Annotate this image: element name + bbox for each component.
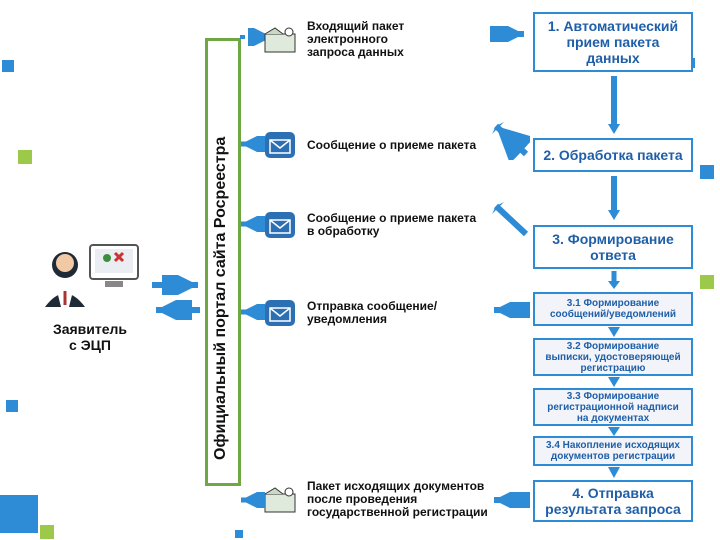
- box-4: 4. Отправка результата запроса: [533, 480, 693, 522]
- box-2: 2. Обработка пакета: [533, 138, 693, 172]
- arrow-left: [490, 302, 530, 318]
- box-1: 1. Автоматический прием пакета данных: [533, 12, 693, 72]
- decor-square: [18, 150, 32, 164]
- arrow-down: [605, 377, 623, 389]
- arrow-left: [237, 304, 265, 320]
- row-text: Сообщение о приеме пакета: [307, 138, 476, 152]
- decor-square: [2, 60, 14, 72]
- arrow-right: [150, 275, 205, 295]
- subbox-33: 3.3 Формирование регистрационной надписи…: [533, 388, 693, 426]
- applicant-block: Заявитель с ЭЦП: [30, 235, 150, 353]
- row-text: Пакет исходящих документов после проведе…: [307, 480, 488, 520]
- arrow-left: [237, 136, 265, 152]
- arrow-left: [490, 492, 530, 508]
- arrow-down: [605, 427, 623, 437]
- box-3: 3. Формирование ответа: [533, 225, 693, 269]
- folder-icon: [263, 486, 297, 514]
- row-text: Сообщение о приеме пакета в обработку: [307, 212, 476, 238]
- envelope-icon: [263, 298, 297, 328]
- row-incoming: Входящий пакет электронного запроса данн…: [263, 20, 488, 60]
- arrow-diag: [490, 200, 530, 240]
- decor-square: [700, 165, 714, 179]
- arrow-down: [605, 74, 623, 134]
- decor-square: [700, 275, 714, 289]
- applicant-label: Заявитель с ЭЦП: [30, 321, 150, 353]
- folder-icon: [263, 26, 297, 54]
- diagram-canvas: Заявитель с ЭЦП Официальный портал сайта…: [0, 0, 720, 540]
- person-monitor-icon: [35, 235, 145, 315]
- row-msg2: Сообщение о приеме пакета в обработку: [263, 210, 488, 240]
- decor-square: [40, 525, 54, 539]
- arrow-down: [605, 174, 623, 222]
- row-text: Входящий пакет электронного запроса данн…: [307, 20, 488, 60]
- decor-square: [235, 530, 243, 538]
- row-msg1: Сообщение о приеме пакета: [263, 130, 488, 160]
- envelope-icon: [263, 130, 297, 160]
- row-msg3: Отправка сообщение/ уведомления: [263, 298, 488, 328]
- arrow-down: [605, 271, 623, 291]
- decor-square: [6, 400, 18, 412]
- row-outgoing: Пакет исходящих документов после проведе…: [263, 480, 488, 520]
- decor-square: [0, 495, 38, 533]
- envelope-icon: [263, 210, 297, 240]
- subbox-32: 3.2 Формирование выписки, удостоверяющей…: [533, 338, 693, 376]
- arrow-down: [605, 467, 623, 481]
- subbox-31: 3.1 Формирование сообщений/уведомлений: [533, 292, 693, 326]
- arrow-left: [237, 492, 265, 508]
- arrow-left: [150, 300, 205, 320]
- arrow-left: [237, 216, 265, 232]
- arrow-down: [605, 327, 623, 339]
- portal-label: Официальный портал сайта Росреестра: [212, 137, 230, 460]
- subbox-34: 3.4 Накопление исходящих документов реги…: [533, 436, 693, 466]
- row-text: Отправка сообщение/ уведомления: [307, 300, 437, 326]
- arrow-right: [490, 26, 530, 42]
- arrow-diag: [490, 120, 530, 160]
